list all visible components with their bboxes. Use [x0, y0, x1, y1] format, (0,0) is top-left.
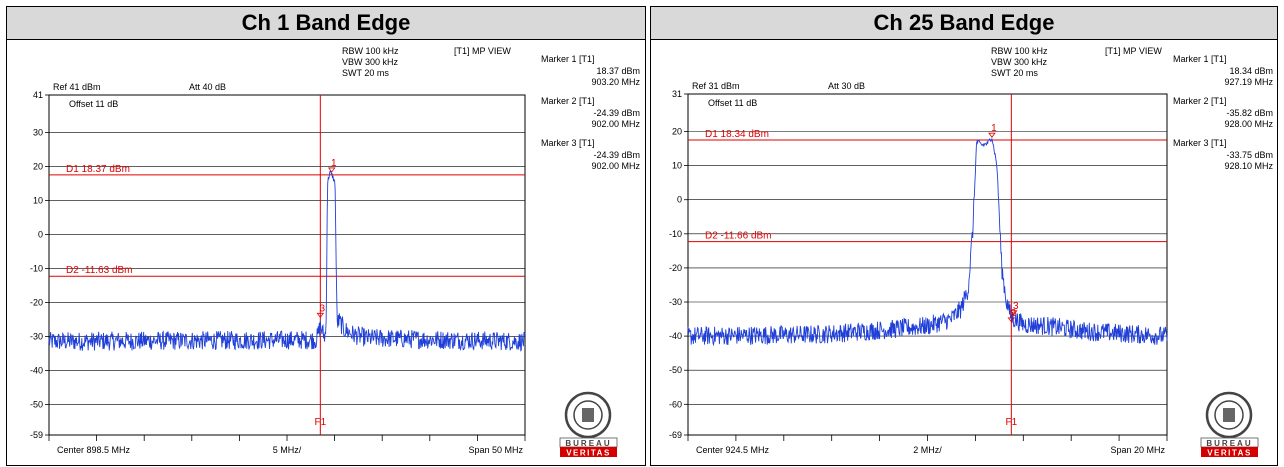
seal-emblem: [1223, 408, 1235, 422]
y-tick-label: 10: [672, 161, 682, 171]
marker-readout-level: -24.39 dBm: [593, 150, 640, 160]
logo-bottom-text: VERITAS: [566, 449, 611, 458]
frequency-line-label: F1: [1005, 417, 1017, 428]
marker-readout-name: Marker 3 [T1]: [1173, 138, 1227, 148]
y-tick-label: -30: [30, 331, 43, 341]
spectrum-plot: 41 30 20 10 0 -10 -20 -30 -40 -50 -59 RBW 100 kHzVB…: [30, 46, 641, 458]
marker-point-label: 1: [331, 158, 337, 169]
vbw-label: VBW 300 kHz: [991, 57, 1048, 67]
marker-point: [1009, 310, 1018, 316]
y-tick-label: -69: [669, 430, 682, 440]
display-line-label: D2 -11.63 dBm: [66, 265, 133, 276]
y-tick-label: -10: [669, 229, 682, 239]
display-line-label: D1 18.34 dBm: [705, 129, 769, 140]
att-label: Att 40 dB: [189, 82, 226, 92]
y-tick-label: -20: [30, 297, 43, 307]
y-tick-label: 10: [33, 195, 43, 205]
x-axis-span-label: Span 20 MHz: [1110, 445, 1165, 455]
x-axis-span-label: Span 50 MHz: [468, 445, 523, 455]
marker-readout-level: -33.75 dBm: [1226, 150, 1273, 160]
logo-bottom-band: [560, 447, 617, 457]
swt-label: SWT 20 ms: [991, 68, 1038, 78]
marker-readout-name: Marker 2 [T1]: [1173, 96, 1227, 106]
marker-point-label: 3: [320, 303, 326, 314]
y-tick-label: -40: [30, 365, 43, 375]
vbw-label: VBW 300 kHz: [342, 57, 399, 67]
x-axis-center-label: Center 924.5 MHz: [696, 445, 770, 455]
marker-readout-freq: 927.19 MHz: [1224, 77, 1273, 87]
x-axis-div-label: 5 MHz/: [273, 445, 302, 455]
rbw-label: RBW 100 kHz: [342, 46, 399, 56]
y-tick-label: 0: [677, 195, 682, 205]
logo-bottom-text: VERITAS: [1207, 449, 1252, 458]
panel-ch25: Ch 25 Band Edge 31 20 10 0 -10 -20 -30 -40 -50 -6…: [650, 6, 1278, 466]
bureau-veritas-seal: [564, 391, 612, 439]
y-tick-label: 20: [33, 161, 43, 171]
y-tick-label: 30: [33, 127, 43, 137]
seal-emblem: [582, 408, 594, 422]
y-tick-label: -59: [30, 430, 43, 440]
offset-label: Offset 11 dB: [708, 98, 757, 108]
x-axis-center-label: Center 898.5 MHz: [57, 445, 131, 455]
marker-point: [327, 167, 336, 173]
bureau-veritas-seal: [1205, 391, 1253, 439]
spectrum-trace: [48, 170, 526, 352]
ref-label: Ref 41 dBm: [53, 82, 101, 92]
marker-readout-freq: 903.20 MHz: [591, 77, 640, 87]
y-tick-label: -30: [669, 297, 682, 307]
y-tick-label: -20: [669, 263, 682, 273]
marker-readout-name: Marker 2 [T1]: [541, 96, 595, 106]
display-line-label: D1 18.37 dBm: [66, 164, 130, 175]
logo-top-text: BUREAU: [1206, 439, 1252, 448]
frequency-line-label: F1: [314, 417, 326, 428]
marker-readout-freq: 902.00 MHz: [591, 119, 640, 129]
marker-readout-freq: 902.00 MHz: [591, 161, 640, 171]
marker-point: [316, 312, 325, 318]
logo-bottom-band: [1201, 447, 1258, 457]
marker-point: [1007, 317, 1016, 323]
y-tick-label: 31: [672, 89, 682, 99]
marker-readout-freq: 928.00 MHz: [1224, 119, 1273, 129]
marker-readout-name: Marker 1 [T1]: [541, 54, 595, 64]
marker-point-label: 1: [991, 123, 997, 134]
y-tick-label: 0: [38, 229, 43, 239]
x-axis-div-label: 2 MHz/: [913, 445, 942, 455]
y-tick-label: -40: [669, 331, 682, 341]
view-label: [T1] MP VIEW: [1105, 46, 1162, 56]
plot-frame: [48, 94, 526, 436]
offset-label: Offset 11 dB: [69, 99, 118, 109]
y-tick-label: -10: [30, 263, 43, 273]
marker-readout-name: Marker 3 [T1]: [541, 138, 595, 148]
marker-point-label: 2: [1011, 308, 1017, 319]
spectrum-trace: [687, 137, 1168, 347]
view-label: [T1] MP VIEW: [454, 46, 511, 56]
marker-readout-level: -24.39 dBm: [593, 108, 640, 118]
swt-label: SWT 20 ms: [342, 68, 389, 78]
plot-frame: [687, 93, 1168, 436]
y-tick-label: -50: [669, 365, 682, 375]
logo-top-text: BUREAU: [565, 439, 611, 448]
y-tick-label: 41: [33, 90, 43, 100]
panel-title: Ch 1 Band Edge: [7, 7, 645, 40]
marker-point: [988, 132, 996, 138]
y-tick-label: -60: [669, 399, 682, 409]
panel-ch1: Ch 1 Band Edge 41 30 20 10 0 -10 -20 -30 -40 -50 -…: [6, 6, 646, 466]
display-line-label: D2 -11.66 dBm: [705, 231, 772, 242]
y-tick-label: -50: [30, 399, 43, 409]
panel-title: Ch 25 Band Edge: [651, 7, 1277, 40]
marker-readout-level: 18.37 dBm: [596, 66, 640, 76]
marker-readout-level: 18.34 dBm: [1229, 66, 1273, 76]
att-label: Att 30 dB: [828, 81, 865, 91]
marker-readout-name: Marker 1 [T1]: [1173, 54, 1227, 64]
marker-point-label: 3: [1013, 301, 1019, 312]
marker-readout-level: -35.82 dBm: [1226, 108, 1273, 118]
marker-readout-freq: 928.10 MHz: [1224, 161, 1273, 171]
ref-label: Ref 31 dBm: [692, 81, 740, 91]
y-tick-label: 20: [672, 127, 682, 137]
rbw-label: RBW 100 kHz: [991, 46, 1048, 56]
